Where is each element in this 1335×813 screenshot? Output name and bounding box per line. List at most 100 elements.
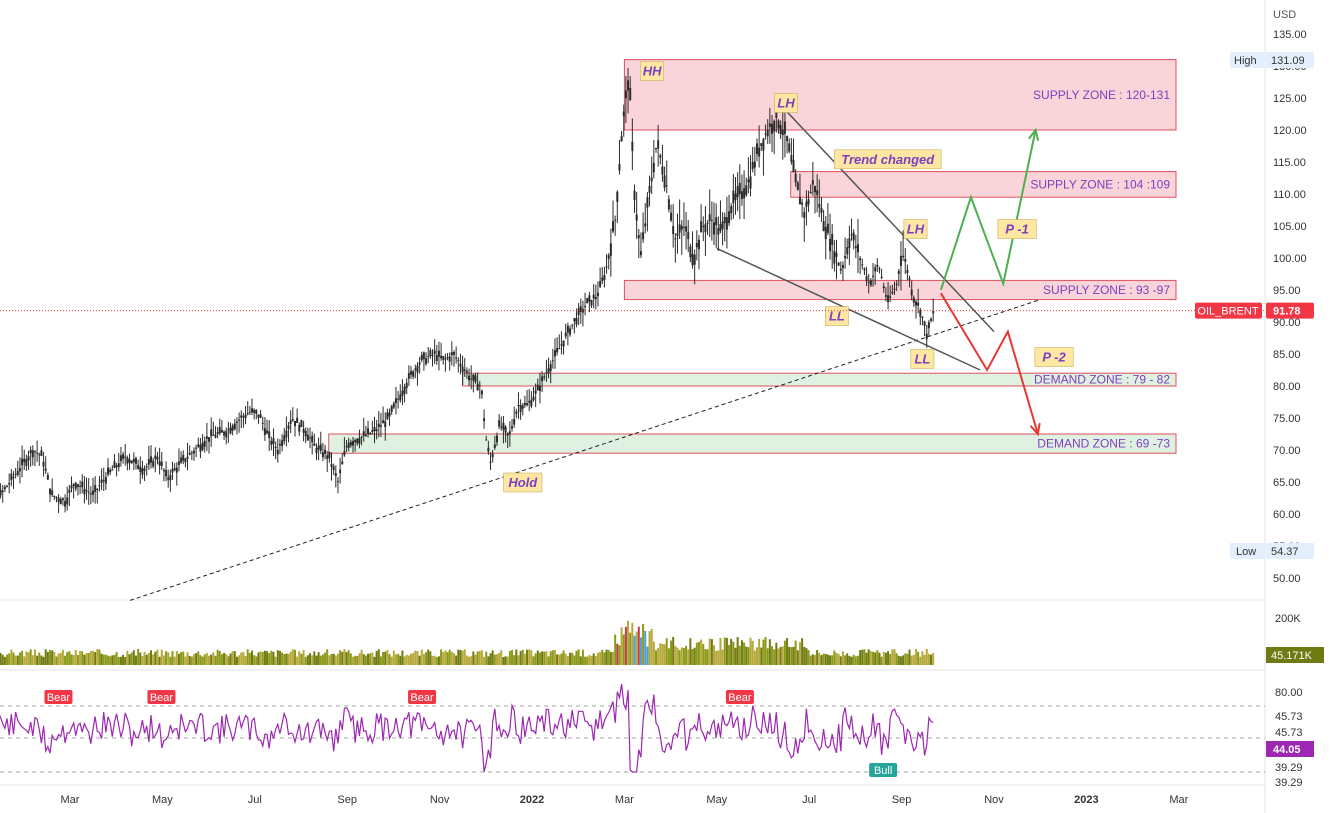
volume-bar xyxy=(627,620,630,665)
y-tick-label: 65.00 xyxy=(1273,477,1301,489)
price-bar-body xyxy=(536,384,539,390)
time-axis[interactable]: Mar May Jul Sep Nov 2022 Mar May Jul Sep Nov 2023 Ma… xyxy=(61,794,1189,806)
price-bar-body xyxy=(526,403,529,406)
price-bar-body xyxy=(661,166,664,175)
volume-bar xyxy=(891,649,894,665)
volume-bar xyxy=(126,650,129,665)
volume-bar xyxy=(659,643,662,665)
volume-bar xyxy=(906,653,909,665)
price-bar-body xyxy=(399,394,402,401)
volume-bar xyxy=(401,650,404,665)
price-bar-body xyxy=(31,450,34,458)
price-bar-body xyxy=(495,435,498,443)
volume-bar xyxy=(534,653,537,665)
volume-bar xyxy=(560,653,563,665)
volume-bar xyxy=(930,654,933,665)
price-bar-body xyxy=(278,444,281,446)
volume-bar xyxy=(614,634,617,665)
volume-bar xyxy=(848,655,851,665)
volume-bar xyxy=(201,656,204,665)
price-bar-body xyxy=(122,454,125,459)
price-bar-body xyxy=(474,375,477,383)
volume-bar xyxy=(680,647,683,665)
x-tick-label: 2022 xyxy=(520,794,544,806)
volume-bar xyxy=(102,654,105,665)
volume-bar xyxy=(504,656,507,665)
price-bar-body xyxy=(786,136,789,142)
y-tick-label: 50.00 xyxy=(1273,573,1301,585)
price-bar-body xyxy=(824,227,827,240)
price-bar-body xyxy=(154,455,157,459)
price-bar-body xyxy=(607,255,610,259)
price-bar-body xyxy=(36,452,39,454)
price-bar-body xyxy=(251,408,254,413)
price-bar-body xyxy=(182,455,185,461)
price-bar-body xyxy=(248,411,251,413)
price-axis[interactable]: 135.00130.00125.00120.00115.00110.00105.… xyxy=(1273,29,1307,585)
volume-bar xyxy=(270,650,273,665)
price-bar-body xyxy=(192,450,195,454)
volume-bar xyxy=(268,653,271,665)
price-bar-body xyxy=(753,161,756,168)
volume-bar xyxy=(115,652,118,665)
volume-bar xyxy=(410,653,413,665)
volume-bar xyxy=(343,649,346,665)
volume-bar xyxy=(590,656,593,665)
x-tick-label: Sep xyxy=(892,794,912,806)
volume-bar xyxy=(543,651,546,665)
volume-bar xyxy=(27,652,30,665)
price-bar-body xyxy=(491,453,494,458)
volume-bar xyxy=(811,654,814,665)
price-bar-body xyxy=(932,310,935,314)
volume-bar xyxy=(788,646,791,665)
price-bar-body xyxy=(339,469,342,474)
bearish-projection-arrow-head xyxy=(1029,422,1041,437)
volume-bar xyxy=(44,649,47,665)
volume-bar xyxy=(794,640,797,665)
price-bar-body xyxy=(740,191,743,200)
volume-bar xyxy=(433,655,436,665)
volume-bar xyxy=(547,656,550,665)
price-bar-body xyxy=(375,429,378,432)
rsi-tick-label: 39.29 xyxy=(1275,777,1303,789)
price-bar-body xyxy=(100,479,103,484)
price-bar-body xyxy=(64,501,67,507)
volume-bar xyxy=(566,656,569,665)
price-bar-body xyxy=(66,497,69,505)
volume-bar xyxy=(364,655,367,665)
volume-bar xyxy=(923,654,926,665)
volume-bar xyxy=(856,655,859,665)
volume-bar xyxy=(251,650,254,665)
price-bar-body xyxy=(349,441,352,446)
price-bar-body xyxy=(16,471,19,475)
volume-bar xyxy=(685,645,688,665)
volume-bar xyxy=(526,649,529,665)
price-bar-body xyxy=(822,221,825,231)
volume-bar xyxy=(478,651,481,665)
volume-bar xyxy=(72,655,75,665)
volume-bar xyxy=(771,646,774,665)
price-bar-body xyxy=(244,414,247,419)
x-tick-label: Mar xyxy=(1169,794,1188,806)
price-bar-body xyxy=(691,253,694,266)
volume-bar xyxy=(562,650,565,665)
volume-bar xyxy=(865,652,868,665)
volume-bar xyxy=(119,656,122,665)
y-tick-label: 85.00 xyxy=(1273,349,1301,361)
price-bar-body xyxy=(674,238,677,240)
price-bar-body xyxy=(695,243,698,248)
price-bar-body xyxy=(569,328,572,335)
price-bar-body xyxy=(863,268,866,271)
price-bar-body xyxy=(18,468,21,472)
price-bar-body xyxy=(478,385,481,387)
volume-bar xyxy=(315,655,318,665)
price-bar-body xyxy=(104,477,107,484)
price-bar-body xyxy=(195,447,198,449)
price-bar-body xyxy=(882,286,885,289)
price-bar-body xyxy=(704,224,707,233)
price-bar-body xyxy=(261,422,264,424)
volume-bar xyxy=(609,651,612,665)
volume-bar xyxy=(835,652,838,665)
volume-bar xyxy=(498,652,501,665)
